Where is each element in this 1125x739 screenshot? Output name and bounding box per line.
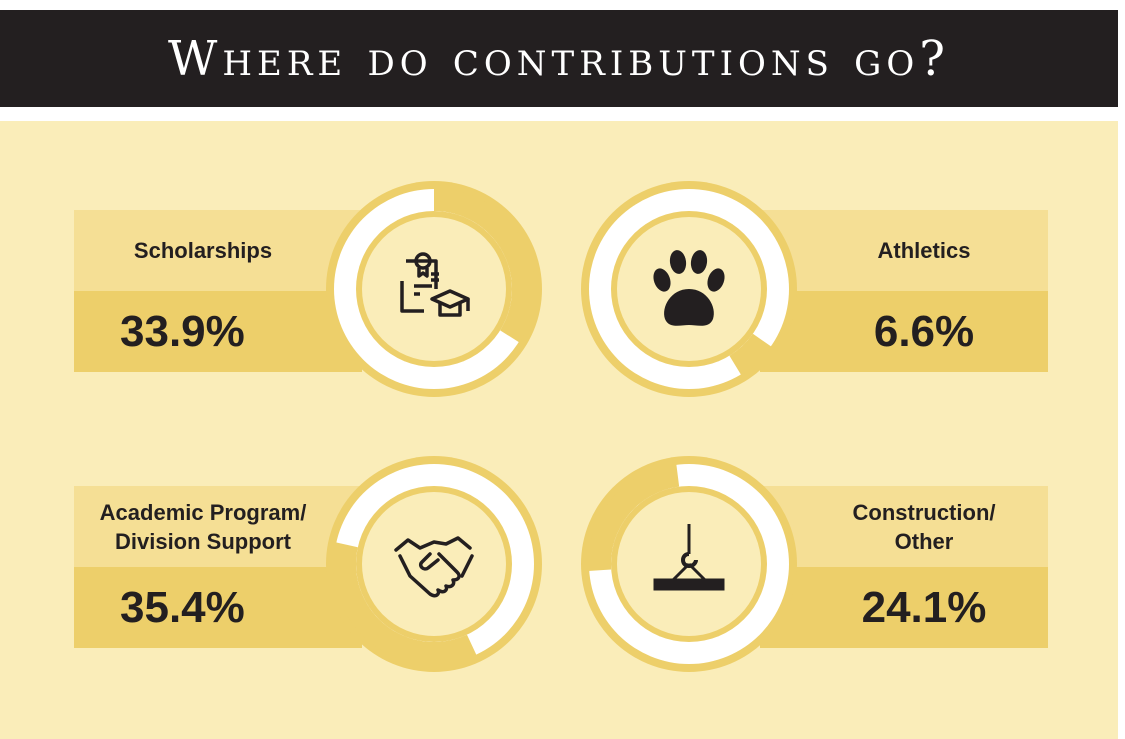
- construction-card: Construction/Other 24.1%: [760, 486, 1048, 648]
- donut-value-segment: [729, 333, 772, 376]
- category-label-line: Other: [894, 528, 954, 554]
- donut-value-segment: [588, 463, 680, 572]
- donut-value-segment: [333, 542, 477, 665]
- donut-center: [362, 217, 506, 361]
- donut-value-segment: [434, 188, 535, 343]
- academic-card: Academic Program/Division Support 35.4%: [74, 486, 362, 648]
- category-label: Athletics: [877, 238, 971, 263]
- construction-donut: [581, 456, 797, 672]
- diploma-graduation-cap-icon: [400, 252, 470, 317]
- scholarships-card: Scholarships 33.9%: [74, 210, 362, 372]
- paw-print-icon: [653, 250, 725, 326]
- category-label-line: Division Support: [114, 528, 291, 554]
- value-label: 35.4%: [120, 582, 245, 632]
- category-label: Scholarships: [133, 238, 273, 263]
- scholarships-donut: [326, 181, 542, 397]
- value-label: 24.1%: [861, 582, 987, 632]
- academic-donut: [326, 456, 542, 672]
- title-banner: Where do contributions go?: [0, 10, 1118, 107]
- category-label-line: Construction/: [852, 499, 996, 525]
- handshake-icon: [394, 536, 474, 598]
- value-label: 33.9%: [120, 306, 245, 356]
- value-label: 6.6%: [873, 306, 975, 356]
- category-label-line: Academic Program/: [99, 499, 307, 525]
- athletics-card: Athletics 6.6%: [760, 210, 1048, 372]
- page-title: Where do contributions go?: [168, 30, 950, 87]
- crane-hook-beam-icon: [653, 524, 725, 591]
- athletics-donut: [581, 181, 797, 397]
